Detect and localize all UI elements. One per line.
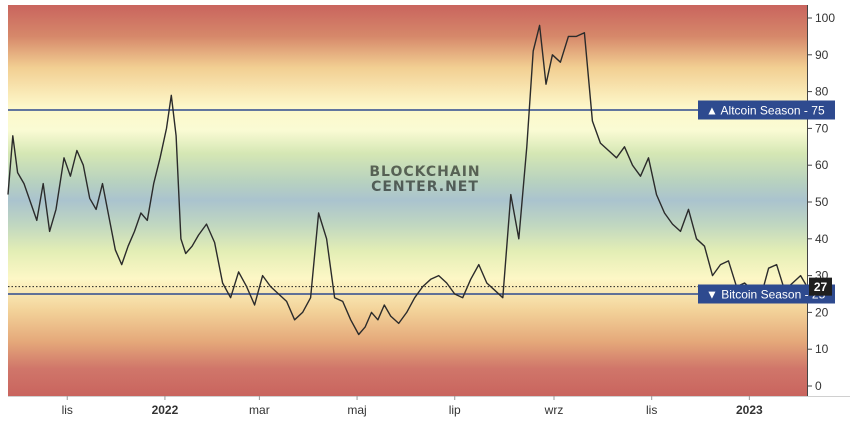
y-tick-label: 60 (815, 158, 829, 172)
y-tick-label: 70 (815, 121, 829, 135)
altcoin-season-label: ▲ Altcoin Season - 75 (706, 104, 825, 118)
y-tick-label: 80 (815, 85, 829, 99)
y-tick-label: 40 (815, 232, 829, 246)
x-tick-label: lip (449, 403, 461, 417)
y-tick-label: 0 (815, 379, 822, 393)
watermark: BLOCKCHAIN CENTER.NET (369, 164, 480, 195)
y-tick-label: 100 (815, 11, 835, 25)
plot-background (8, 5, 807, 396)
x-tick-label: lis (62, 403, 73, 417)
y-tick-label: 20 (815, 305, 829, 319)
bitcoin-season-badge (698, 284, 835, 304)
y-tick-label: 10 (815, 342, 829, 356)
x-tick-label: mar (249, 403, 270, 417)
bitcoin-season-label: ▼ Bitcoin Season - 25 (706, 288, 826, 302)
watermark-line-2: CENTER.NET (371, 179, 479, 195)
current-value-label: 27 (814, 280, 828, 294)
current-value-badge (809, 277, 832, 296)
watermark-line-1: BLOCKCHAIN (369, 164, 480, 180)
y-tick-label: 50 (815, 195, 829, 209)
x-tick-label: maj (347, 403, 366, 417)
altcoin-season-badge (698, 100, 835, 120)
x-tick-label: wrz (544, 403, 564, 417)
x-tick-label: lis (646, 403, 657, 417)
index-series-line (7, 24, 808, 336)
y-tick-label: 90 (815, 48, 829, 62)
x-tick-label: 2023 (736, 403, 763, 417)
x-tick-label: 2022 (152, 403, 179, 417)
